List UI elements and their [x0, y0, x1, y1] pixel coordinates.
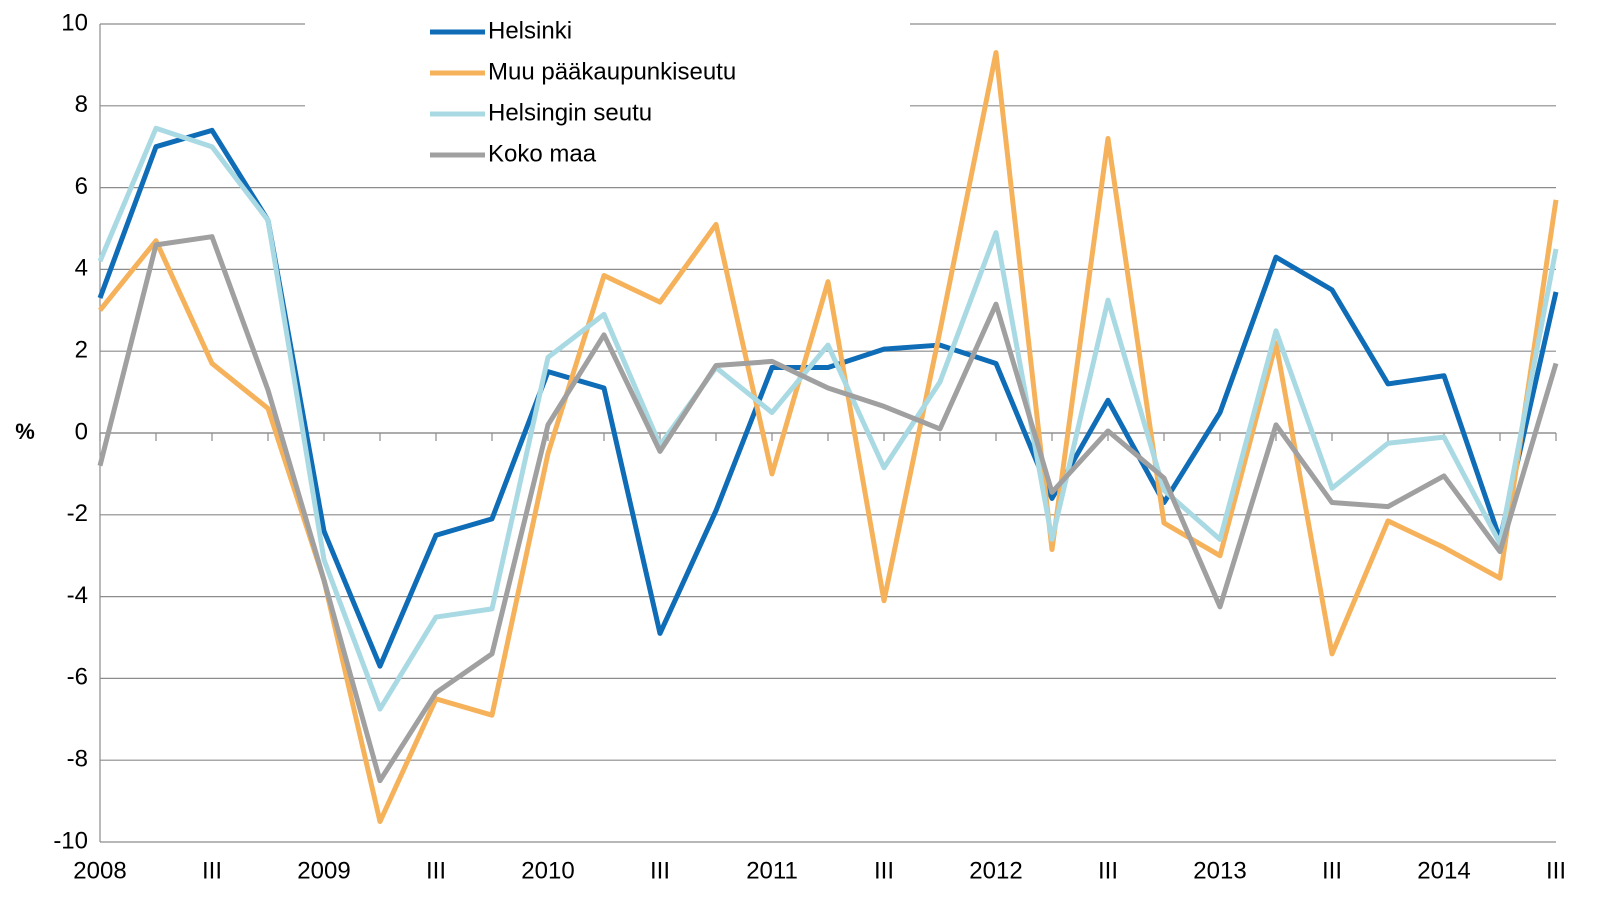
legend-label: Koko maa [488, 140, 597, 167]
series-line [98, 50, 1559, 825]
y-tick-label: 6 [75, 173, 88, 200]
y-tick-label: 0 [75, 418, 88, 445]
y-tick-label: 8 [75, 91, 88, 118]
x-tick-label: 2010 [521, 857, 574, 884]
x-tick-label: 2011 [746, 857, 798, 884]
y-tick-label: -2 [67, 500, 88, 527]
x-tick-label: III [202, 857, 222, 884]
y-tick-label: -8 [67, 746, 88, 773]
x-tick-label: 2014 [1417, 857, 1470, 884]
y-tick-label: 2 [75, 337, 88, 364]
y-axis-label: % [15, 419, 35, 444]
legend-label: Helsinki [488, 17, 572, 44]
x-tick-label: 2012 [969, 857, 1022, 884]
y-tick-label: -6 [67, 664, 88, 691]
legend-label: Muu pääkaupunkiseutu [488, 58, 736, 85]
y-tick-label: -4 [67, 582, 88, 609]
series-line [97, 234, 1559, 784]
x-tick-label: III [874, 857, 894, 884]
x-tick-label: 2013 [1193, 857, 1246, 884]
legend-label: Helsingin seutu [488, 99, 652, 126]
legend-background [305, 8, 910, 180]
x-tick-label: III [1322, 857, 1342, 884]
y-tick-label: -10 [53, 827, 88, 854]
x-tick-label: III [1546, 857, 1566, 884]
x-tick-label: III [426, 857, 446, 884]
y-tick-label: 10 [61, 9, 88, 36]
x-tick-label: III [1098, 857, 1118, 884]
x-tick-label: 2008 [73, 857, 126, 884]
series-line [97, 127, 1559, 669]
series-line [97, 125, 1559, 712]
x-tick-label: 2009 [297, 857, 350, 884]
y-tick-label: 4 [75, 255, 88, 282]
x-tick-label: III [650, 857, 670, 884]
